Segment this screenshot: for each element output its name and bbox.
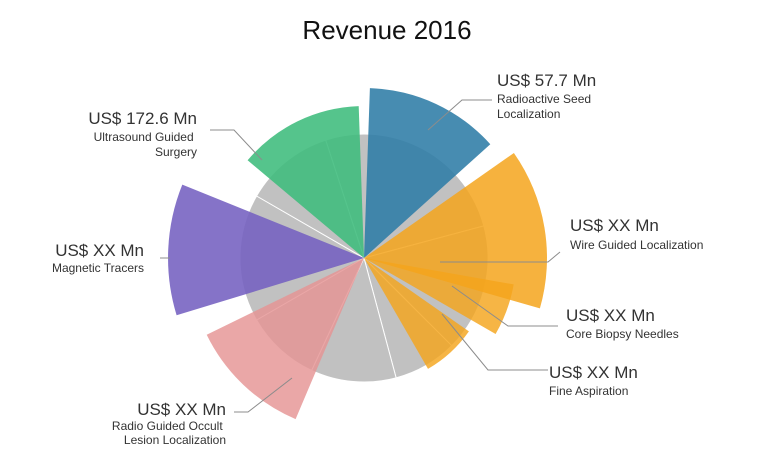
category-label-line: Radioactive Seed [497, 92, 591, 106]
leader-line-core [451, 285, 558, 327]
category-label-fine: Fine Aspiration [549, 384, 628, 398]
category-label-line: Magnetic Tracers [52, 261, 144, 275]
slice-radioactive-seed-localization[interactable] [364, 88, 491, 258]
category-label-line: Lesion Localization [124, 433, 226, 447]
slice-wire-guided-localization[interactable] [364, 153, 547, 309]
category-label-magnetic: Magnetic Tracers [52, 261, 144, 275]
category-label-line: Fine Aspiration [549, 384, 628, 398]
category-label-line: Ultrasound Guided [94, 130, 194, 144]
category-label-line: Surgery [155, 145, 197, 159]
leader-line-fine [441, 313, 548, 371]
value-label-ultrasound: US$ 172.6 Mn [88, 109, 197, 128]
category-label-seed: Radioactive Seed Localization [497, 92, 594, 121]
value-label-core: US$ XX Mn [566, 306, 655, 325]
chart-title: Revenue 2016 [302, 15, 471, 45]
slice-ultrasound-guided-surgery[interactable] [247, 106, 364, 258]
leader-line-wire [440, 251, 561, 263]
category-label-line: Localization [497, 107, 560, 121]
slices [168, 88, 547, 420]
value-label-wire: US$ XX Mn [570, 216, 659, 235]
slice-fine-aspiration[interactable] [364, 258, 469, 369]
category-label-line: Core Biopsy Needles [566, 327, 679, 341]
value-label-radio: US$ XX Mn [137, 400, 226, 419]
category-label-line: Radio Guided Occult [112, 419, 223, 433]
value-label-magnetic: US$ XX Mn [55, 241, 144, 260]
slice-labels: US$ 57.7 Mn Radioactive Seed Localizatio… [52, 71, 703, 447]
slice-magnetic-tracers[interactable] [168, 184, 364, 316]
slice-core-biopsy-needles[interactable] [364, 258, 514, 334]
category-label-ultrasound: Ultrasound Guided Surgery [94, 130, 197, 159]
value-label-fine: US$ XX Mn [549, 363, 638, 382]
category-label-wire: Wire Guided Localization [570, 238, 703, 252]
leader-lines [160, 99, 561, 413]
value-label-seed: US$ 57.7 Mn [497, 71, 596, 90]
slice-radio-guided-occult-lesion-localization[interactable] [206, 258, 364, 420]
category-label-radio: Radio Guided Occult Lesion Localization [112, 419, 226, 447]
leader-line-seed [427, 99, 492, 131]
category-label-line: Wire Guided Localization [570, 238, 703, 252]
leader-line-ultrasound [210, 129, 263, 161]
category-label-core: Core Biopsy Needles [566, 327, 679, 341]
leader-line-radio [234, 377, 293, 413]
